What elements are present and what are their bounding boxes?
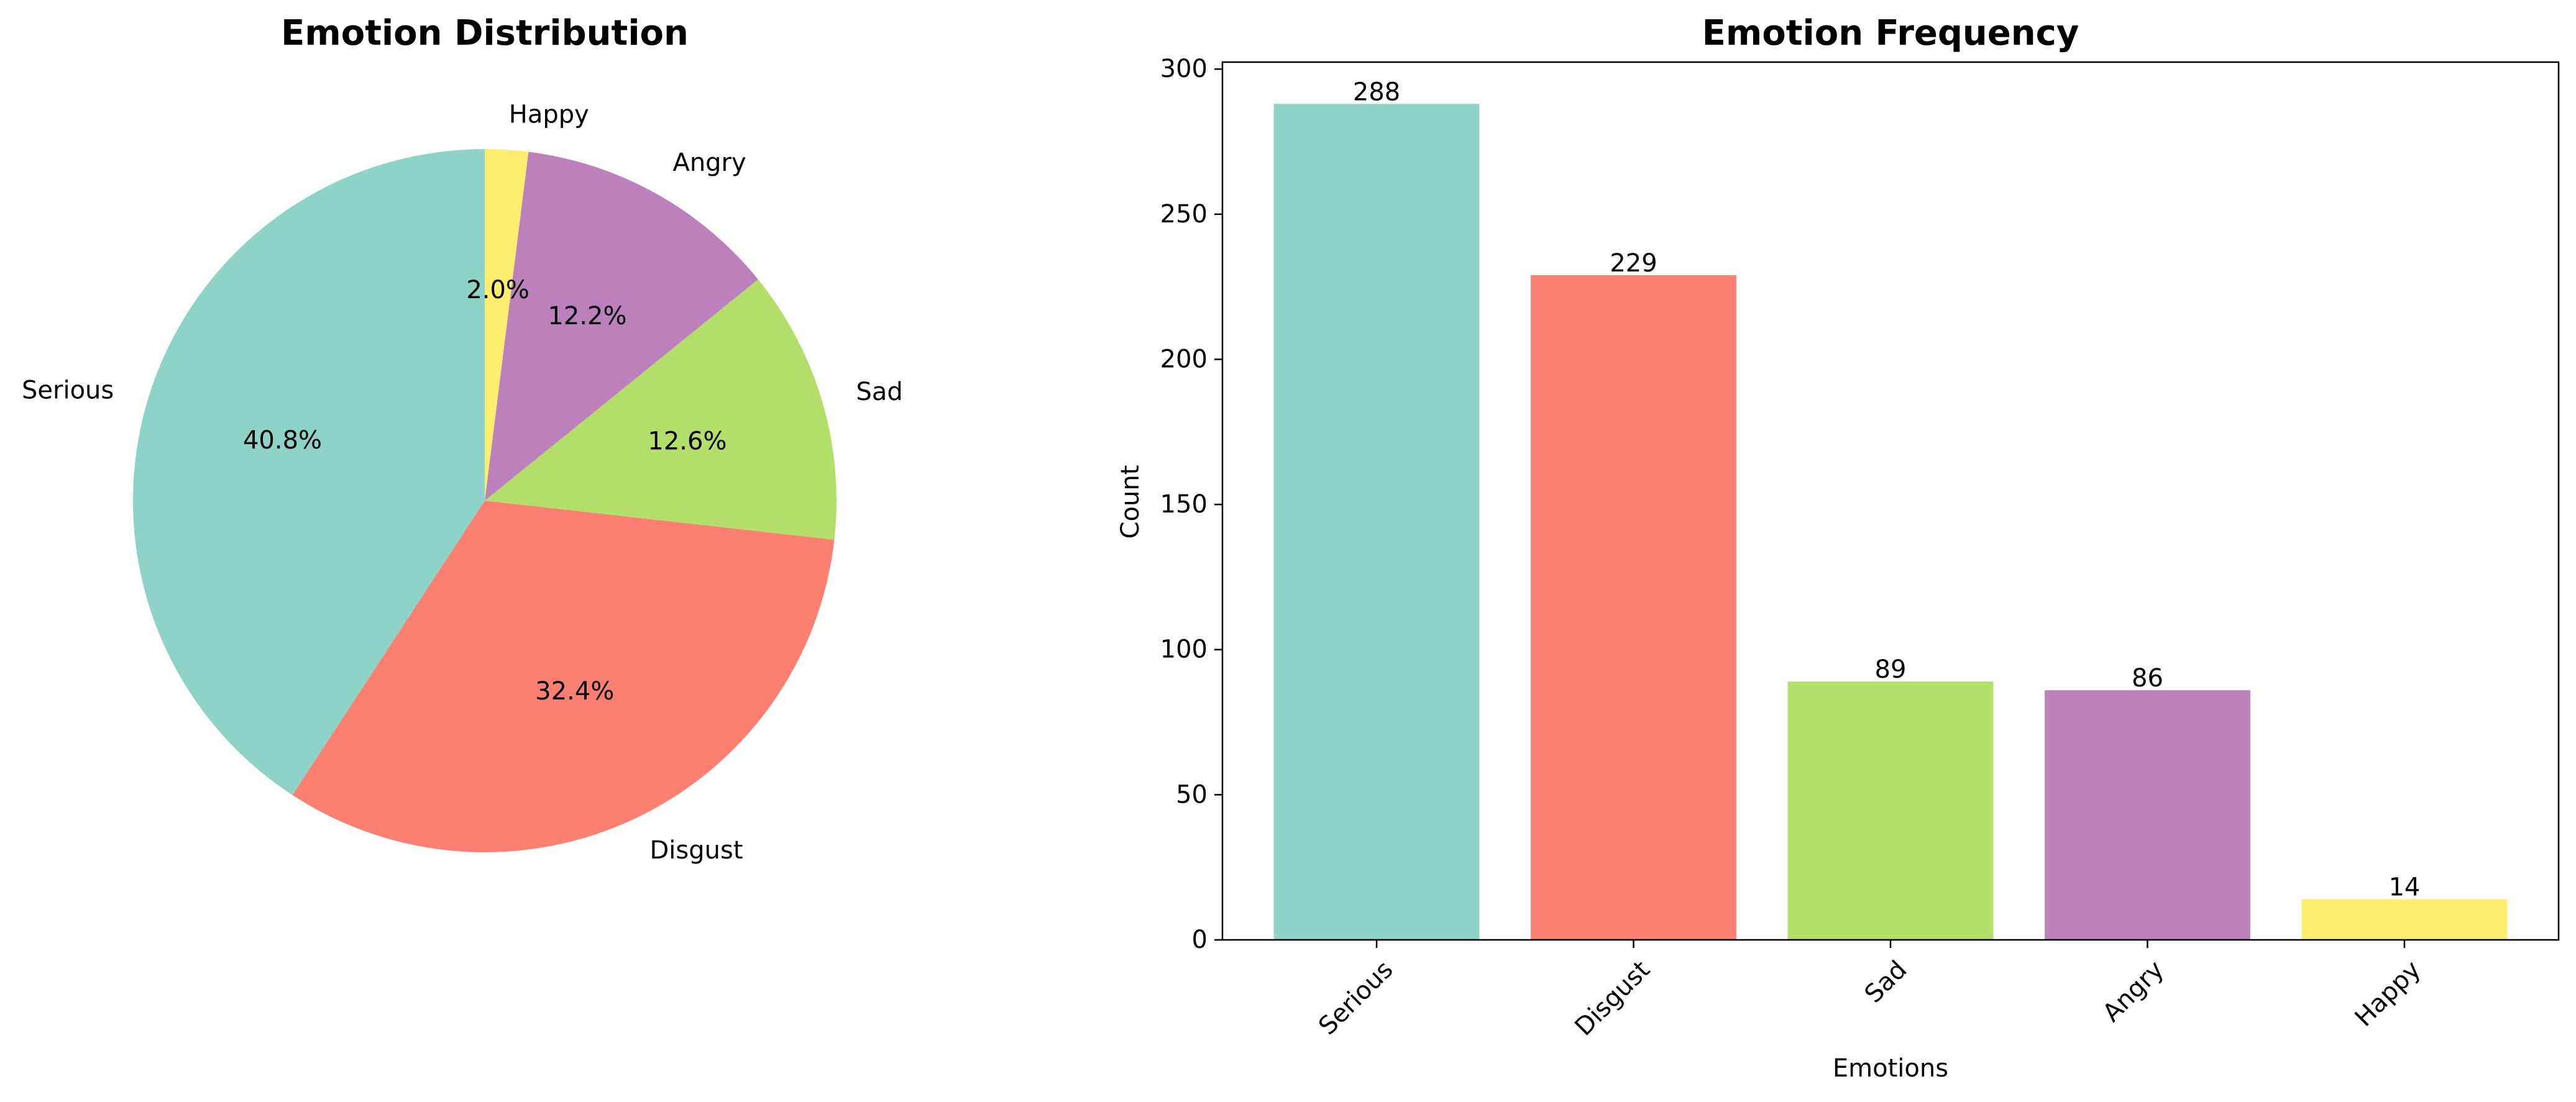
bar-disgust xyxy=(1531,275,1736,940)
y-tick-label-250: 250 xyxy=(1160,200,1208,229)
pie-label-sad: Sad xyxy=(856,378,903,406)
pie-label-disgust: Disgust xyxy=(649,836,743,865)
bar-chart: Emotion Frequency 288 Serious 229 Disgust 89… xyxy=(1116,13,2560,1083)
pie-slice-happy xyxy=(485,149,529,501)
bar-value-label-sad: 89 xyxy=(1875,655,1907,684)
pie-slice-angry xyxy=(485,152,758,501)
y-tick-label-0: 0 xyxy=(1192,926,1208,954)
y-tick-label-150: 150 xyxy=(1160,490,1208,519)
y-axis-label: Count xyxy=(1116,465,1145,539)
y-tick-label-100: 100 xyxy=(1160,635,1208,664)
y-tick-label-50: 50 xyxy=(1176,780,1208,809)
plot-frame xyxy=(1221,61,2560,941)
bar-plot-area: 288 Serious 229 Disgust 89 Sad 86 Angry 14 Happy 0… xyxy=(1160,55,2560,1042)
pie-label-angry: Angry xyxy=(672,148,746,177)
pie-label-serious: Serious xyxy=(22,376,114,404)
pie-chart: Emotion Distribution Serious 40.8% Disgust… xyxy=(22,13,903,865)
bar-chart-title: Emotion Frequency xyxy=(1702,13,2079,53)
pie-labels: Serious 40.8% Disgust 32.4% Sad 12.6% Angry 12.… xyxy=(22,101,903,865)
bar-serious xyxy=(1273,104,1480,940)
x-axis-label: Emotions xyxy=(1833,1054,1948,1083)
pie-percent-angry: 12.2% xyxy=(548,302,626,330)
bar-angry xyxy=(2045,690,2250,940)
pie-percent-happy: 2.0% xyxy=(466,276,529,304)
bar-happy xyxy=(2301,899,2508,940)
y-tick-label-200: 200 xyxy=(1160,345,1208,373)
x-tick-label-disgust: Disgust xyxy=(1569,955,1656,1042)
pie-chart-title: Emotion Distribution xyxy=(281,13,689,53)
pie-label-happy: Happy xyxy=(509,101,589,129)
pie-slices xyxy=(132,149,837,852)
y-tick-label-300: 300 xyxy=(1160,55,1208,83)
bar-value-label-disgust: 229 xyxy=(1610,249,1657,278)
pie-percent-serious: 40.8% xyxy=(243,426,322,455)
bar-sad xyxy=(1787,681,1994,940)
bar-value-label-serious: 288 xyxy=(1353,78,1400,106)
x-tick-label-sad: Sad xyxy=(1859,955,1913,1009)
bar-value-label-happy: 14 xyxy=(2388,873,2420,902)
pie-slice-sad xyxy=(485,279,837,540)
x-tick-label-serious: Serious xyxy=(1313,955,1398,1041)
pie-slice-serious xyxy=(132,149,485,795)
pie-percent-disgust: 32.4% xyxy=(535,677,614,706)
pie-slice-disgust xyxy=(292,501,835,852)
pie-percent-sad: 12.6% xyxy=(648,427,727,456)
x-tick-label-angry: Angry xyxy=(2097,955,2170,1027)
bar-value-label-angry: 86 xyxy=(2132,664,2163,693)
x-tick-label-happy: Happy xyxy=(2350,955,2427,1032)
